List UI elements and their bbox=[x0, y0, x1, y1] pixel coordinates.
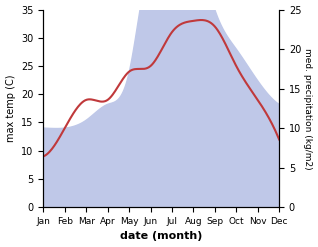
X-axis label: date (month): date (month) bbox=[120, 231, 203, 242]
Y-axis label: max temp (C): max temp (C) bbox=[5, 75, 16, 142]
Y-axis label: med. precipitation (kg/m2): med. precipitation (kg/m2) bbox=[303, 48, 313, 169]
